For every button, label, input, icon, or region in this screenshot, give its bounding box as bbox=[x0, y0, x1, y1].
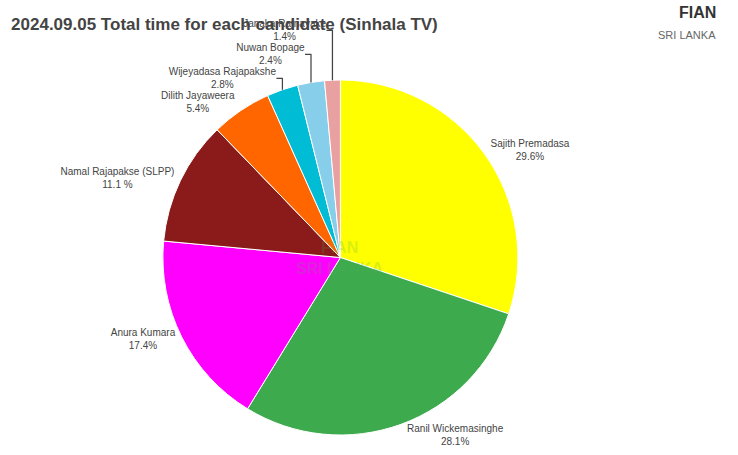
svg-text:Janaka Ratnayake1.4%: Janaka Ratnayake1.4% bbox=[243, 18, 326, 42]
svg-text:Wijeyadasa Rajapakshe2.8%: Wijeyadasa Rajapakshe2.8% bbox=[169, 66, 277, 90]
svg-text:2024.09.05 Total time for each: 2024.09.05 Total time for each candidate… bbox=[11, 15, 438, 34]
svg-text:Dilith Jayaweera5.4%: Dilith Jayaweera5.4% bbox=[161, 90, 235, 114]
svg-text:Sajith Premadasa29.6%: Sajith Premadasa29.6% bbox=[490, 138, 569, 162]
svg-text:SRI LANKA: SRI LANKA bbox=[658, 29, 716, 41]
svg-text:Nuwan Bopage2.4%: Nuwan Bopage2.4% bbox=[236, 42, 305, 66]
svg-text:FIANSRI LANKA: FIANSRI LANKA bbox=[296, 239, 384, 277]
svg-text:Ranil Wickemasinghe28.1%: Ranil Wickemasinghe28.1% bbox=[407, 423, 504, 447]
svg-text:Anura Kumara17.4%: Anura Kumara17.4% bbox=[111, 327, 176, 351]
svg-text:Namal Rajapakse (SLPP)11.1 %: Namal Rajapakse (SLPP)11.1 % bbox=[60, 166, 174, 190]
svg-text:FIAN: FIAN bbox=[679, 4, 716, 21]
